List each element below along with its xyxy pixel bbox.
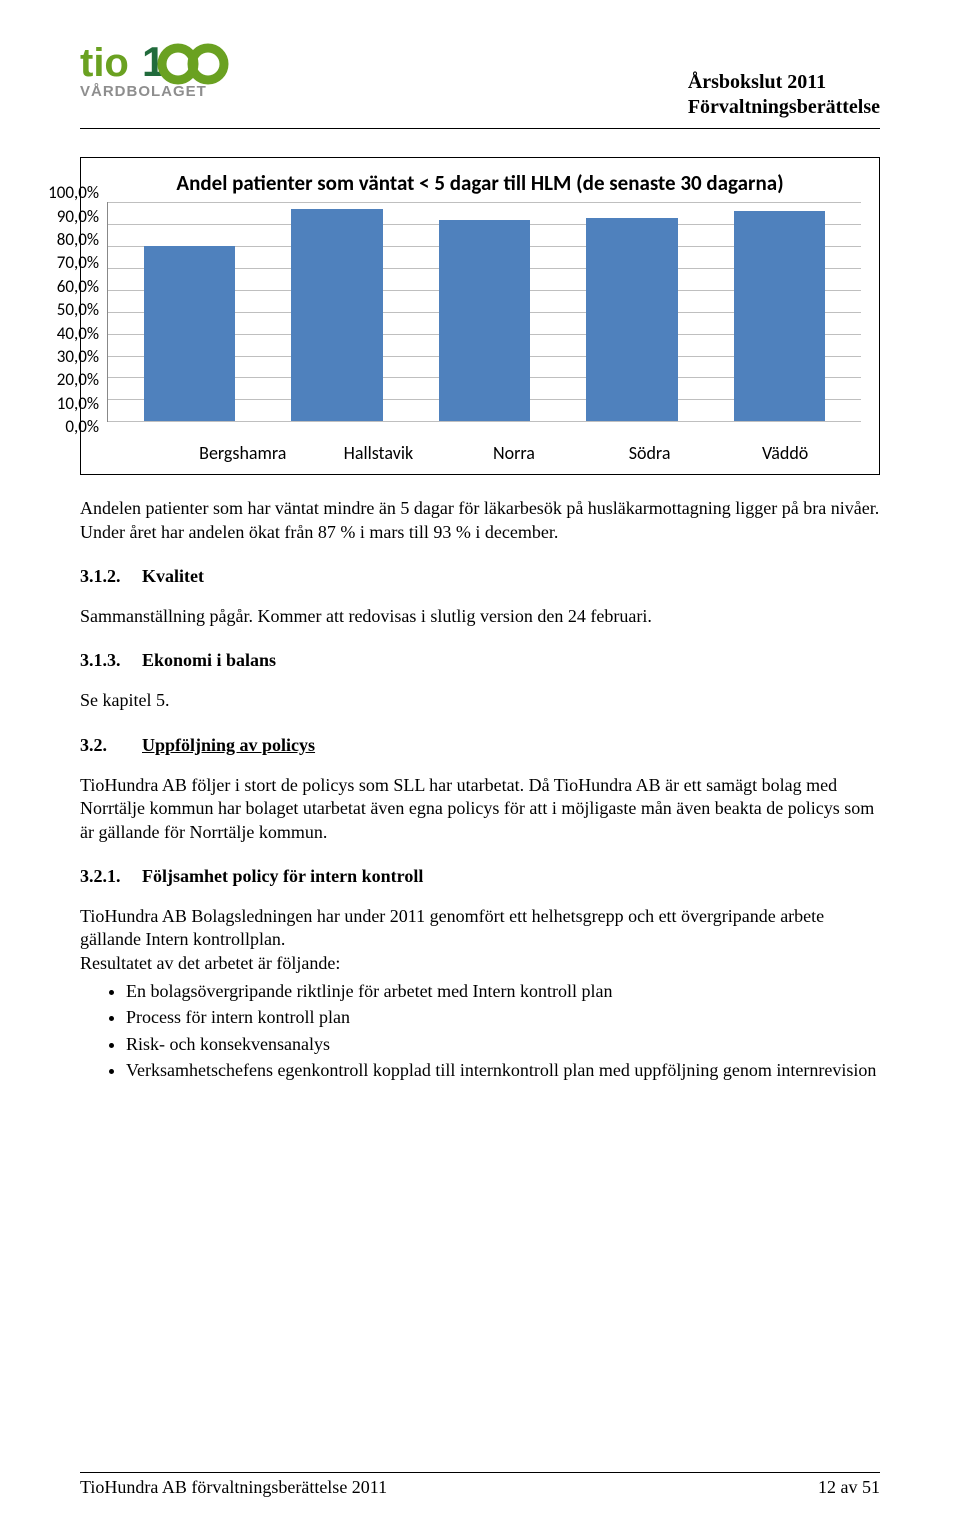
paragraph-intro: Andelen patienter som har väntat mindre … (80, 497, 880, 544)
x-tick-label: Södra (582, 442, 718, 464)
logo-subline: VÅRDBOLAGET (80, 83, 207, 100)
x-tick-label: Hallstavik (311, 442, 447, 464)
page-footer: TioHundra AB förvaltningsberättelse 2011… (80, 1477, 880, 1498)
heading-3-2-1: 3.2.1. Följsamhet policy för intern kont… (80, 866, 880, 887)
chart-y-axis: 100,0%90,0%80,0%70,0%60,0%50,0%40,0%30,0… (99, 202, 107, 436)
chart-container: Andel patienter som väntat < 5 dagar til… (80, 157, 880, 475)
chart-bars (108, 202, 861, 421)
chart-x-axis: BergshamraHallstavikNorraSödraVäddö (167, 436, 861, 464)
bullet-item: En bolagsövergripande riktlinje för arbe… (126, 979, 880, 1003)
bullet-item: Risk- och konsekvensanalys (126, 1032, 880, 1056)
chart-x-labels: BergshamraHallstavikNorraSödraVäddö (167, 436, 861, 464)
page: tio 1 VÅRDBOLAGET Årsbokslut 2011 Förval… (0, 0, 960, 1538)
svg-text:tio: tio (80, 41, 129, 85)
doc-title-line1: Årsbokslut 2011 (688, 70, 880, 95)
heading-3-1-2: 3.1.2. Kvalitet (80, 566, 880, 587)
footer-rule (80, 1472, 880, 1473)
logo-svg: tio 1 VÅRDBOLAGET (80, 40, 260, 100)
heading-number: 3.2.1. (80, 866, 142, 887)
heading-text: Ekonomi i balans (142, 650, 276, 671)
chart-plot (107, 202, 861, 422)
chart-bar (291, 209, 382, 421)
header-rule (80, 128, 880, 129)
logo: tio 1 VÅRDBOLAGET (80, 40, 260, 100)
x-tick-label: Bergshamra (175, 442, 311, 464)
heading-number: 3.1.2. (80, 566, 142, 587)
heading-3-2: 3.2. Uppföljning av policys (80, 735, 880, 756)
heading-text: Kvalitet (142, 566, 204, 587)
bullet-item: Process för intern kontroll plan (126, 1005, 880, 1029)
heading-text: Följsamhet policy för intern kontroll (142, 866, 423, 887)
paragraph-intern-2: Resultatet av det arbetet är följande: (80, 952, 880, 975)
paragraph-intern-1: TioHundra AB Bolagsledningen har under 2… (80, 905, 880, 952)
chart-bar (144, 246, 235, 421)
x-tick-label: Väddö (717, 442, 853, 464)
footer-right: 12 av 51 (818, 1477, 880, 1498)
bullet-list: En bolagsövergripande riktlinje för arbe… (80, 979, 880, 1082)
chart-area: 100,0%90,0%80,0%70,0%60,0%50,0%40,0%30,0… (99, 202, 861, 436)
heading-text: Uppföljning av policys (142, 735, 315, 756)
footer-left: TioHundra AB förvaltningsberättelse 2011 (80, 1477, 387, 1498)
x-tick-label: Norra (446, 442, 582, 464)
footer-area: TioHundra AB förvaltningsberättelse 2011… (80, 1472, 880, 1498)
heading-number: 3.1.3. (80, 650, 142, 671)
chart-bar (734, 211, 825, 421)
chart-title: Andel patienter som väntat < 5 dagar til… (99, 170, 861, 196)
doc-title-block: Årsbokslut 2011 Förvaltningsberättelse (688, 70, 880, 120)
paragraph-policys: TioHundra AB följer i stort de policys s… (80, 774, 880, 844)
chart-bar (439, 220, 530, 421)
doc-title-line2: Förvaltningsberättelse (688, 95, 880, 120)
page-header: tio 1 VÅRDBOLAGET Årsbokslut 2011 Förval… (80, 40, 880, 120)
chart-bar (586, 218, 677, 422)
bullet-item: Verksamhetschefens egenkontroll kopplad … (126, 1058, 880, 1082)
heading-3-1-3: 3.1.3. Ekonomi i balans (80, 650, 880, 671)
paragraph-ekonomi: Se kapitel 5. (80, 689, 880, 712)
heading-number: 3.2. (80, 735, 142, 756)
paragraph-kvalitet: Sammanställning pågår. Kommer att redovi… (80, 605, 880, 628)
